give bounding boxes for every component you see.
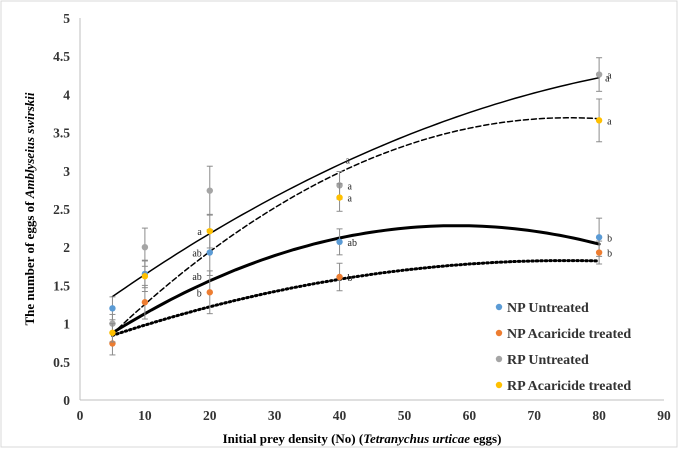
significance-letter: a [197,227,202,238]
y-tick-label: 5 [63,11,70,26]
trend-line-1 [110,224,601,335]
x-tick-label: 0 [77,408,84,423]
x-tick-label: 80 [592,408,606,423]
significance-letter: a [607,71,612,82]
y-tick-label: 3.5 [53,126,70,141]
y-tick-label: 0 [63,393,70,408]
significance-letter: b [607,249,612,260]
data-point-series-2 [336,273,343,281]
y-tick-label: 3 [63,164,70,179]
x-tick-label: 20 [203,408,217,423]
data-point-series-4 [141,273,149,280]
legend-marker-4 [495,381,503,389]
data-point-series-1 [109,305,116,312]
y-tick-label: 1.5 [53,278,70,293]
data-point-series-1 [595,234,603,241]
y-tick-label: 1 [63,317,70,332]
y-tick-label: 0.5 [53,355,70,370]
trend-line-3 [111,76,600,298]
legend-label-1: NP Untreated [507,301,589,316]
x-tick-label: 60 [463,408,477,423]
data-point-series-4 [595,117,603,124]
data-point-series-4 [109,329,116,336]
data-point-series-2 [206,289,213,296]
x-tick-label: 50 [398,408,412,423]
x-tick-label: 40 [333,408,347,423]
data-point-series-1 [336,238,343,246]
data-point-series-3 [206,187,213,194]
legend-label-4: RP Acaricide treated [507,379,631,394]
x-tick-label: 70 [527,408,541,423]
significance-letter: ab [192,249,201,260]
data-point-series-2 [595,249,603,256]
data-point-series-4 [206,227,213,235]
data-point-series-2 [141,299,149,306]
y-tick-label: 4.5 [53,49,70,64]
y-tick-label: 4 [63,87,70,102]
significance-letter: b [197,288,202,299]
x-tick-label: 90 [657,408,671,423]
significance-letter: a [346,155,351,166]
significance-letter: a [348,194,353,205]
trend-line-4 [111,117,600,335]
x-tick-label: 10 [138,408,152,423]
data-point-series-3 [141,244,149,251]
legend-marker-1 [495,303,503,311]
y-tick-label: 2.5 [53,202,70,217]
x-tick-label: 30 [268,408,282,423]
significance-letter: ab [348,238,357,249]
significance-letter: a [607,116,612,127]
x-axis-title: Initial prey density (No) (Tetranychus u… [223,431,502,446]
significance-letter: a [605,74,610,85]
significance-letter: b [348,273,353,284]
significance-letter: a [348,181,353,192]
data-point-series-4 [336,194,343,201]
y-tick-label: 2 [63,240,70,255]
significance-letter: ab [192,272,201,283]
y-axis-title: The number of eggs of Amblyseius swirski… [22,92,37,325]
legend-label-3: RP Untreated [507,353,589,368]
data-point-series-1 [206,249,213,256]
legend-label-2: NP Acaricide treated [507,327,631,342]
data-point-series-3 [595,71,603,78]
legend-marker-2 [495,329,503,337]
significance-letter: b [607,233,612,244]
trend-line-2 [110,259,601,337]
legend-marker-3 [495,355,503,363]
